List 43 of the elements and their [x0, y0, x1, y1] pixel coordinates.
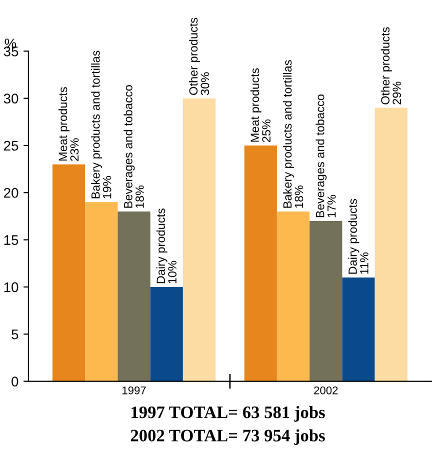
text: Beverages and tobacco: [316, 94, 327, 218]
data-label: 25%: [262, 119, 271, 142]
text: Bakery products and tortillas: [91, 50, 102, 198]
data-label: 30%: [200, 72, 210, 96]
bar: [150, 286, 183, 382]
data-label: 18%: [136, 185, 144, 208]
text: Dairy products: [156, 208, 168, 284]
y-tick-label: 0: [12, 376, 18, 386]
bar: [276, 212, 310, 382]
data-label: 19%: [102, 176, 112, 198]
text: Bakery products and tortillas: [282, 60, 294, 208]
x-tick-label: 2002: [314, 386, 338, 394]
text: 1997 TOTAL= 63 581 jobs: [132, 406, 325, 422]
data-label: 18%: [294, 185, 304, 208]
text: Other products: [188, 18, 200, 95]
data-label: 10%: [168, 260, 177, 284]
bar: [118, 212, 150, 382]
y-tick-label: 5: [12, 330, 18, 340]
data-label: 29%: [392, 82, 402, 104]
y-tick-label: 30: [4, 94, 18, 104]
bar: [52, 164, 86, 382]
text: Dairy products: [348, 199, 360, 274]
data-label: 23%: [70, 138, 79, 161]
x-tick-label: 1997: [122, 386, 146, 394]
y-tick-label: 20: [4, 188, 18, 198]
data-label: 17%: [327, 194, 336, 218]
y-tick-label: 35: [4, 46, 18, 56]
data-label: 11%: [360, 252, 368, 274]
bar: [342, 278, 375, 382]
bar: [85, 202, 118, 382]
text: Meat products: [58, 87, 70, 161]
text: Beverages and tobacco: [124, 85, 135, 208]
text: Meat products: [250, 68, 262, 142]
text: 2002 TOTAL= 73 954 jobs: [130, 429, 325, 445]
bar: [244, 145, 277, 382]
bar: [310, 220, 342, 382]
y-tick-label: 25: [4, 140, 18, 151]
bar: [374, 108, 408, 382]
bar: [182, 98, 216, 382]
text: Other products: [380, 27, 392, 104]
y-tick-label: 10: [4, 282, 18, 292]
y-axis-title: %: [4, 38, 16, 48]
y-tick-label: 15: [4, 235, 18, 245]
